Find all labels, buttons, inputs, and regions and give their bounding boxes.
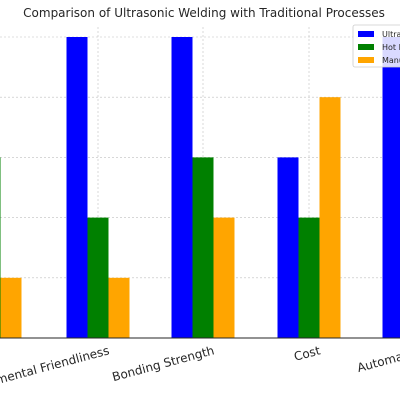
x-tick-label: Environmental Friendliness (0, 343, 111, 399)
legend-label: Hot Plate Welding (382, 43, 400, 52)
bar (66, 37, 88, 338)
x-tick-label: Bonding Strength (111, 343, 216, 384)
legend: Ultrasonic Welding Hot Plate Welding Manua… (352, 24, 400, 68)
bar (0, 157, 1, 338)
bar (192, 157, 214, 338)
legend-label: Ultrasonic Welding (382, 30, 400, 39)
x-tick-label: Efficiency (0, 343, 3, 371)
bar (382, 37, 400, 338)
legend-swatch (358, 57, 374, 63)
bar (0, 277, 22, 338)
x-tick-label: Automation (356, 343, 400, 375)
bar (108, 277, 130, 338)
bars (0, 37, 400, 338)
legend-swatch (358, 31, 374, 37)
legend-label: Manual Welding (382, 56, 400, 65)
legend-swatch (358, 44, 374, 50)
bar (319, 97, 341, 338)
bar (87, 217, 109, 338)
chart-title: Comparison of Ultrasonic Welding with Tr… (23, 6, 385, 20)
bar (298, 217, 320, 338)
bar (277, 157, 299, 338)
bar (213, 217, 235, 338)
bar (171, 37, 193, 338)
x-tick-label: Cost (292, 343, 322, 364)
